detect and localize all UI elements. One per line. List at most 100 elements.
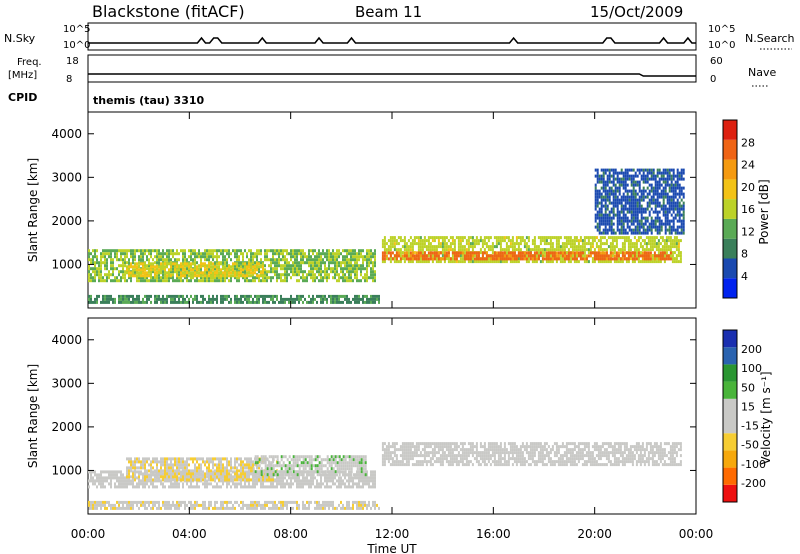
- power-data-cell: [676, 171, 679, 175]
- power-data-cell: [657, 251, 660, 255]
- power-data-cell: [276, 294, 278, 298]
- power-data-cell: [272, 252, 274, 256]
- power-data-cell: [605, 260, 608, 264]
- power-data-cell: [658, 195, 661, 199]
- power-data-cell: [636, 174, 639, 178]
- power-data-cell: [531, 260, 534, 264]
- power-data-cell: [618, 186, 621, 190]
- power-data-cell: [601, 251, 604, 255]
- power-data-cell: [258, 294, 260, 298]
- velocity-data-cell: [202, 457, 204, 461]
- power-data-cell: [662, 213, 665, 217]
- velocity-data-cell: [318, 482, 320, 486]
- velocity-data-cell: [150, 460, 152, 464]
- velocity-data-cell: [110, 470, 112, 474]
- power-data-cell: [539, 239, 542, 243]
- velocity-data-cell: [220, 469, 222, 473]
- power-data-cell: [336, 264, 338, 268]
- velocity-data-cell: [250, 469, 252, 473]
- velocity-data-cell: [242, 478, 244, 482]
- power-data-cell: [290, 270, 292, 274]
- power-data-cell: [640, 204, 643, 208]
- velocity-data-cell: [248, 472, 250, 476]
- nsearch-tick-bottom: 10^0: [708, 40, 735, 51]
- power-data-cell: [668, 198, 671, 202]
- power-data-cell: [354, 267, 356, 271]
- power-data-cell: [230, 297, 232, 301]
- power-data-cell: [314, 276, 316, 280]
- power-data-cell: [294, 270, 296, 274]
- velocity-data-cell: [232, 478, 234, 482]
- power-data-cell: [413, 251, 416, 255]
- power-data-cell: [328, 273, 330, 277]
- velocity-data-cell: [312, 482, 314, 486]
- velocity-data-cell: [190, 469, 192, 473]
- power-data-cell: [664, 216, 667, 220]
- power-data-cell: [170, 300, 172, 304]
- power-data-cell: [160, 262, 162, 266]
- power-data-cell: [238, 279, 240, 283]
- velocity-data-cell: [310, 479, 312, 483]
- power-data-cell: [439, 242, 442, 246]
- power-data-cell: [411, 242, 414, 246]
- power-data-cell: [96, 273, 98, 277]
- velocity-data-cell: [374, 470, 376, 474]
- power-data-cell: [206, 258, 208, 262]
- power-data-cell: [612, 177, 615, 181]
- power-data-cell: [354, 258, 356, 262]
- power-data-cell: [409, 254, 412, 258]
- power-data-cell: [322, 252, 324, 256]
- power-data-cell: [220, 297, 222, 301]
- power-data-cell: [655, 248, 658, 252]
- velocity-data-cell: [188, 463, 190, 467]
- power-data-cell: [603, 257, 606, 261]
- power-data-cell: [535, 251, 538, 255]
- power-data-cell: [170, 294, 172, 298]
- power-data-cell: [594, 225, 597, 229]
- power-data-cell: [170, 268, 172, 272]
- power-data-cell: [608, 219, 611, 223]
- power-data-cell: [611, 254, 614, 258]
- power-data-cell: [192, 271, 194, 275]
- power-data-cell: [186, 279, 188, 283]
- velocity-data-cell: [196, 469, 198, 473]
- power-data-cell: [296, 297, 298, 301]
- power-data-cell: [94, 255, 96, 259]
- power-data-cell: [128, 274, 130, 278]
- power-data-cell: [168, 268, 170, 272]
- power-data-cell: [409, 245, 412, 249]
- power-data-cell: [467, 251, 470, 255]
- velocity-data-cell: [156, 479, 158, 483]
- power-data-cell: [529, 251, 532, 255]
- power-data-cell: [188, 255, 190, 259]
- power-data-cell: [670, 189, 673, 193]
- velocity-data-cell: [356, 473, 358, 477]
- power-data-cell: [577, 248, 580, 252]
- power-data-cell: [481, 254, 484, 258]
- power-data-cell: [274, 294, 276, 298]
- power-data-cell: [322, 249, 324, 253]
- velocity-data-cell: [166, 457, 168, 461]
- power-data-cell: [354, 297, 356, 301]
- power-data-cell: [651, 260, 654, 264]
- power-data-cell: [547, 257, 550, 261]
- power-data-cell: [507, 236, 510, 240]
- power-data-cell: [489, 257, 492, 261]
- velocity-data-cell: [290, 476, 292, 480]
- power-data-cell: [258, 252, 260, 256]
- power-data-cell: [475, 236, 478, 240]
- power-data-cell: [654, 174, 657, 178]
- power-data-cell: [487, 236, 490, 240]
- power-data-cell: [421, 260, 424, 264]
- velocity-data-cell: [320, 476, 322, 480]
- power-data-cell: [575, 239, 578, 243]
- power-data-cell: [501, 257, 504, 261]
- power-data-cell: [178, 270, 180, 274]
- power-data-cell: [679, 257, 682, 261]
- power-data-cell: [282, 255, 284, 259]
- power-data-cell: [126, 265, 128, 269]
- power-data-cell: [272, 300, 274, 304]
- power-data-cell: [230, 276, 232, 280]
- power-data-cell: [336, 249, 338, 253]
- power-data-cell: [318, 294, 320, 298]
